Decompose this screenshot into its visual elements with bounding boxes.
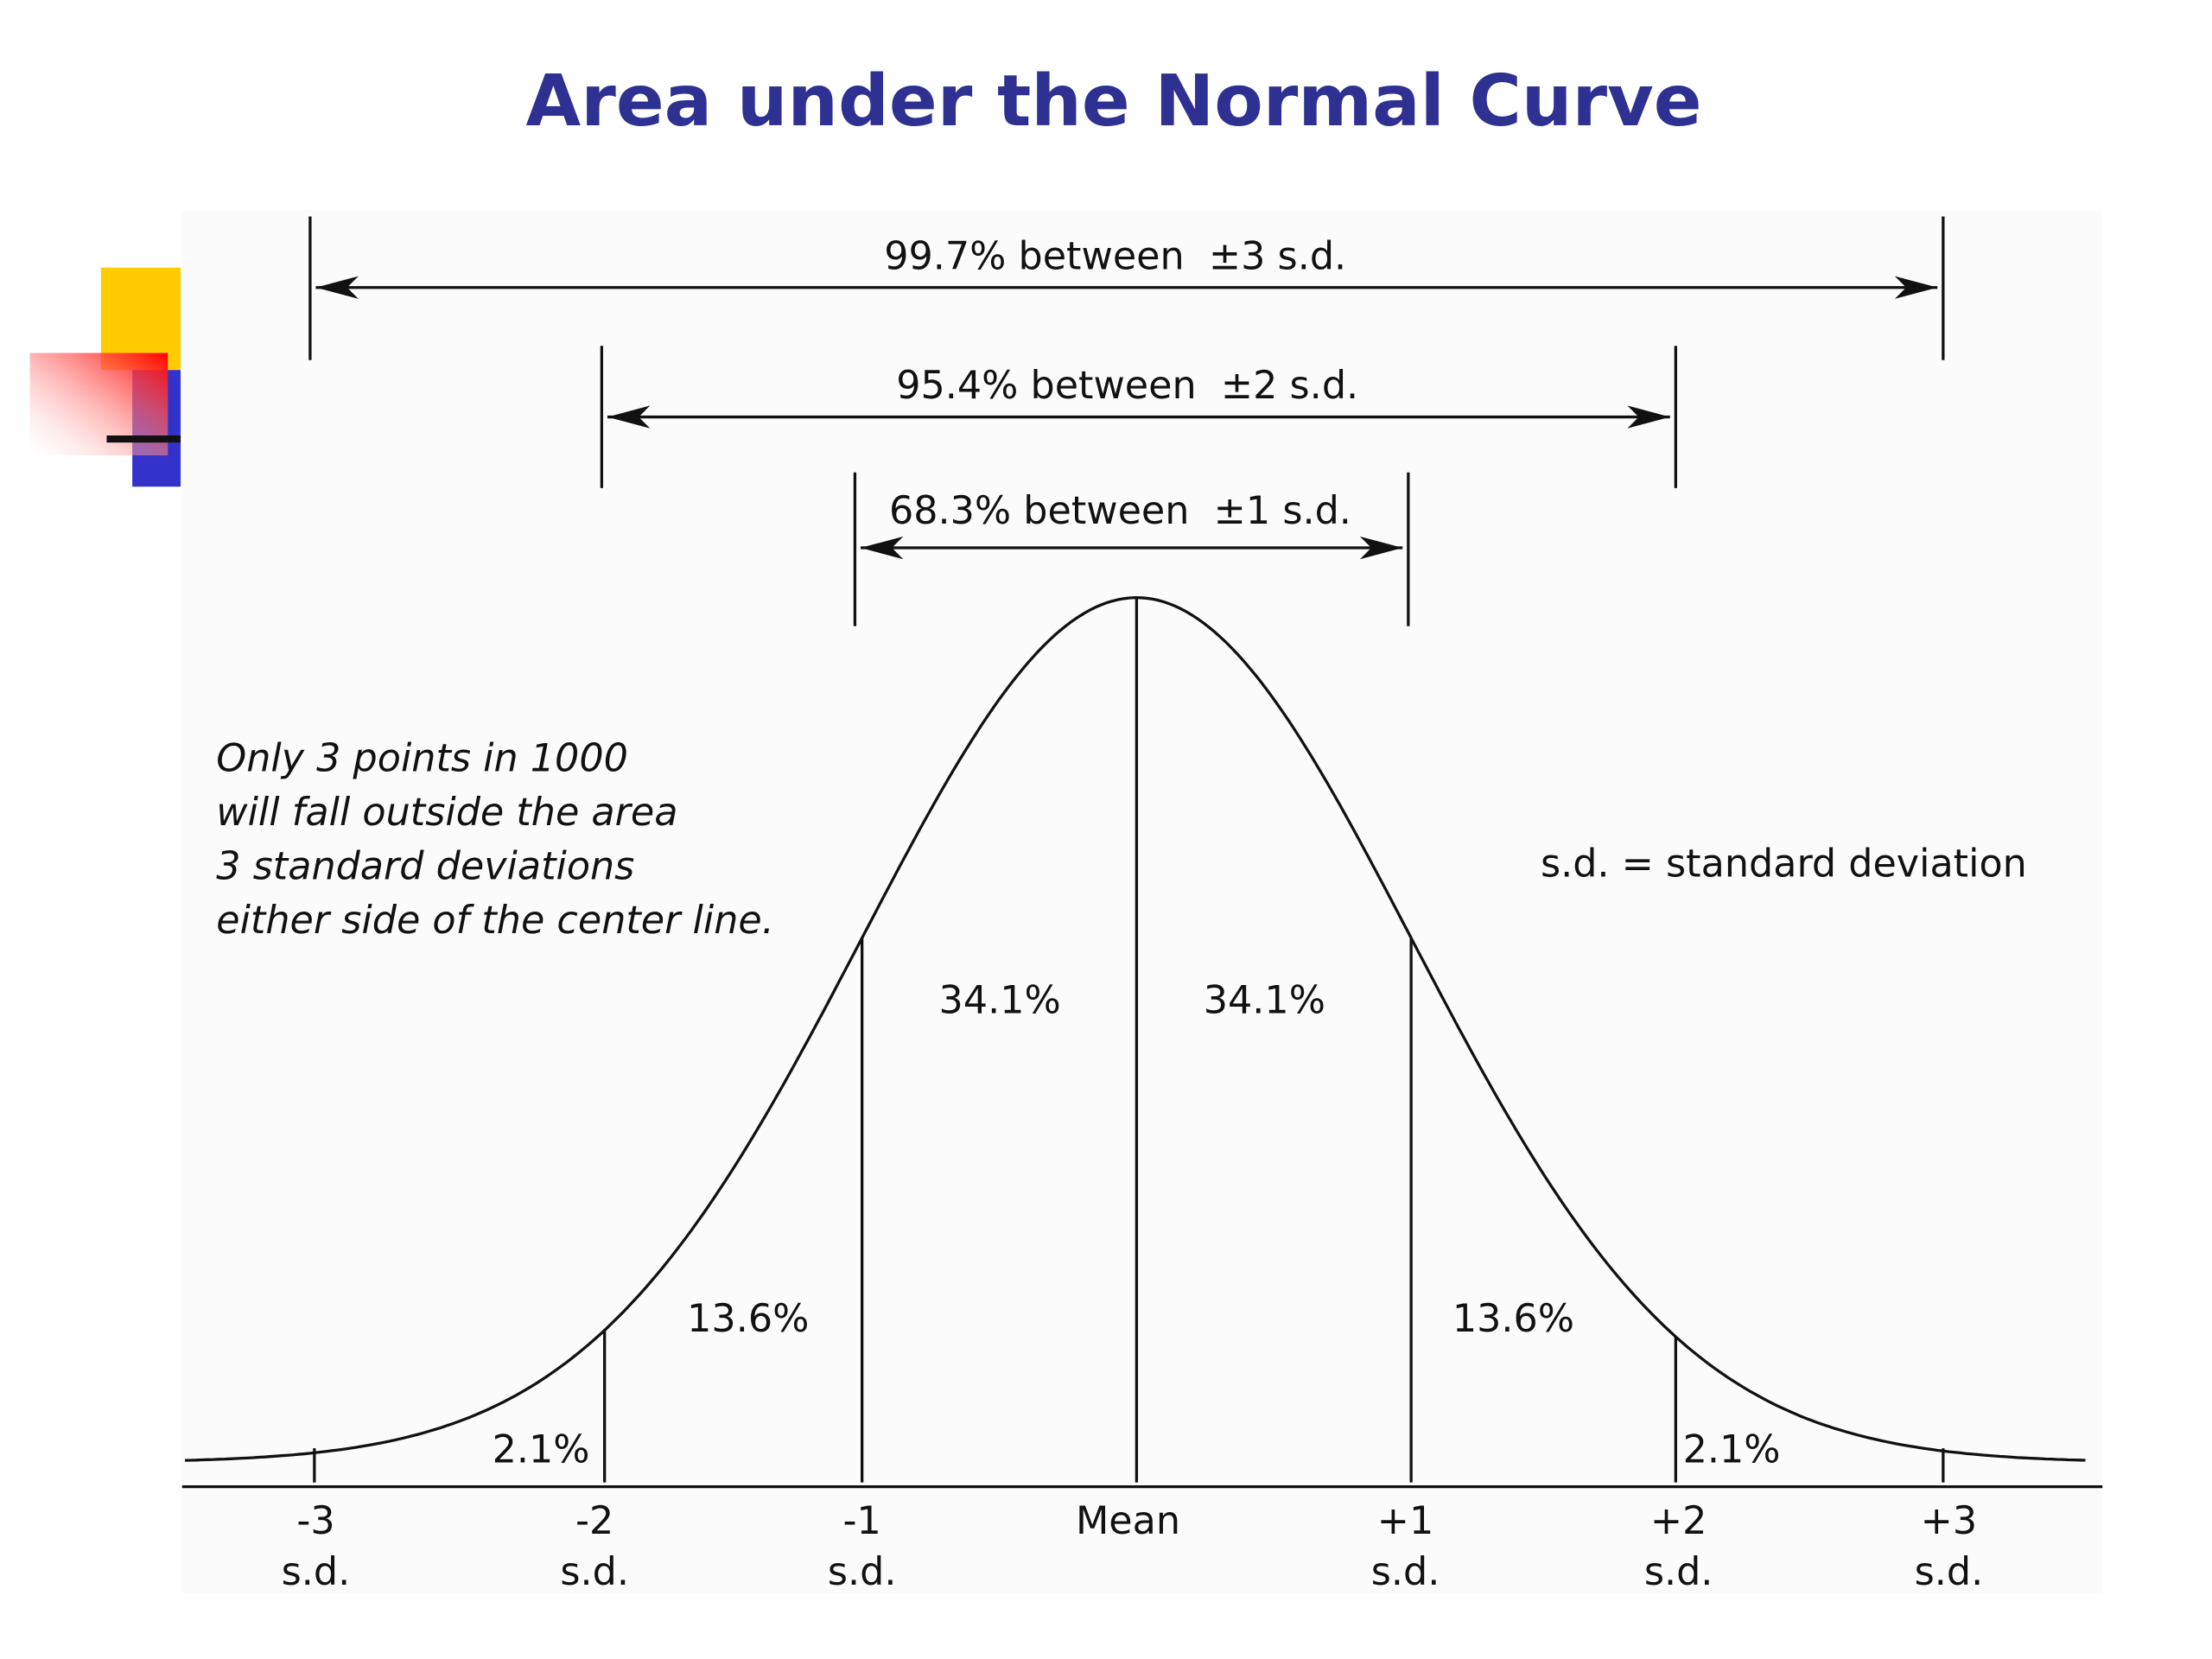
axis-label: s.d. [560,1550,629,1594]
range-label: 68.3% between ±1 s.d. [889,489,1351,533]
axis-label: s.d. [1644,1550,1713,1594]
axis-label: s.d. [828,1550,897,1594]
arrow-head [607,405,651,429]
segment-label: 34.1% [939,978,1061,1022]
axis-label: s.d. [1915,1550,1984,1594]
segment-label: 2.1% [493,1428,590,1472]
axis-label: +2 [1650,1499,1707,1543]
arrow-head [1894,276,1938,299]
note-line: either side of the center line. [216,899,774,943]
arrow-head [1627,405,1670,429]
figure: 99.7% between ±3 s.d. 95.4% between ±2 s.… [181,216,2103,1594]
deco-bar [106,435,181,443]
segment-label: 13.6% [687,1297,809,1341]
axis-label: s.d. [1371,1550,1440,1594]
segment-label: 13.6% [1452,1297,1574,1341]
range-label: 99.7% between ±3 s.d. [884,234,1346,278]
range-label: 95.4% between ±2 s.d. [896,364,1358,408]
segment-label: 34.1% [1204,978,1325,1022]
arrow-head [315,276,359,299]
axis-label: -1 [843,1499,881,1543]
axis-label: Mean [1076,1499,1180,1543]
segment-label: 2.1% [1683,1428,1781,1472]
axis-label: +3 [1921,1499,1978,1543]
arrow-head [1359,536,1403,560]
note-line: 3 standard deviations [216,845,634,889]
note-line: will fall outside the area [216,791,677,835]
legend: s.d. = standard deviation [1541,842,2027,886]
axis-label: +1 [1377,1499,1434,1543]
arrow-head [861,536,904,560]
axis-label: -2 [575,1499,613,1543]
panel [181,210,2103,1594]
normal-curve [184,596,2086,1462]
axis-label: -3 [296,1499,334,1543]
title: Area under the Normal Curve [526,60,1702,143]
axis-label: s.d. [282,1550,351,1594]
note-line: Only 3 points in 1000 [216,737,628,781]
